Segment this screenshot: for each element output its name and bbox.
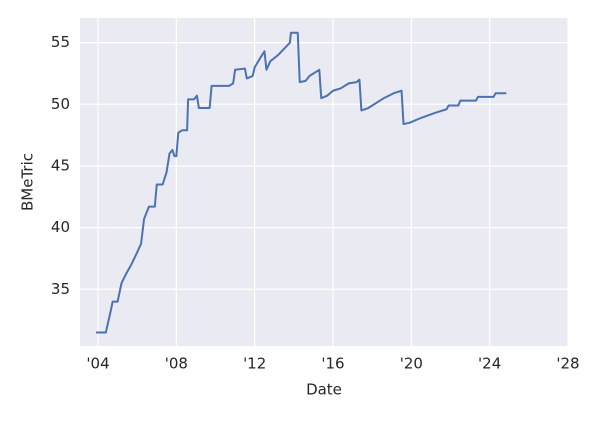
- x-tick-label: '04: [86, 355, 109, 373]
- y-axis-label: BMeTric: [19, 153, 37, 211]
- y-tick-label: 45: [51, 156, 70, 174]
- grid: [80, 18, 569, 346]
- data-line: [96, 31, 507, 334]
- marks: [96, 31, 507, 334]
- x-tick-label: '28: [556, 355, 579, 373]
- x-tick-label: '20: [400, 355, 423, 373]
- x-tick-label: '24: [478, 355, 501, 373]
- y-tick-label: 40: [51, 218, 70, 236]
- x-tick-label: '12: [243, 355, 266, 373]
- y-tick-label: 55: [51, 33, 70, 51]
- x-tick-label: '16: [321, 355, 344, 373]
- x-tick-label: '08: [165, 355, 188, 373]
- y-tick-label: 50: [51, 95, 70, 113]
- x-axis-label: Date: [306, 381, 342, 399]
- plot-area: [80, 18, 568, 346]
- y-tick-label: 35: [51, 280, 70, 298]
